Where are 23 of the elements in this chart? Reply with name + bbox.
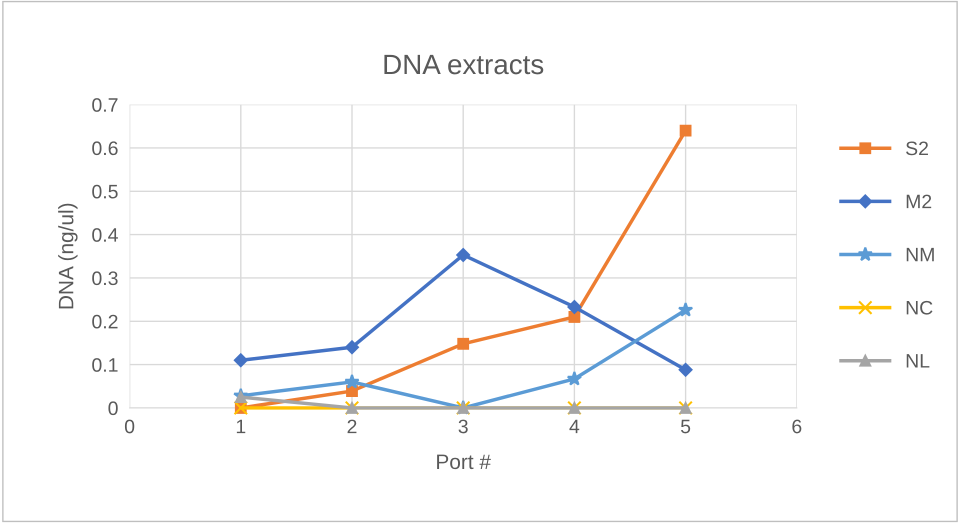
x-tick-label: 2 [348,420,356,434]
x-tick-label: 6 [792,420,802,434]
x-tick-label: 4 [569,420,580,434]
x-tick-label: 0 [124,420,134,434]
y-tick-label: 0.5 [92,184,118,199]
x-tick-label: 3 [458,420,468,434]
legend-label: NL [906,354,930,368]
y-axis-title: DNA (ng/ul) [58,204,78,308]
legend-label: S2 [906,141,928,156]
y-tick-label: 0.4 [92,228,118,242]
x-tick-label: 5 [680,420,690,434]
x-tick-label: 1 [236,420,246,434]
x-axis-title: Port # [437,454,491,470]
y-tick-label: 0.7 [92,98,118,112]
legend-label: M2 [906,194,932,208]
y-tick-label: 0.6 [92,141,118,156]
y-tick-label: 0.2 [92,314,118,329]
legend-label: NM [906,248,934,262]
chart-title: DNA extracts [384,54,544,74]
legend-label: NC [906,300,932,315]
y-tick-label: 0.1 [92,358,118,372]
y-tick-label: 0 [108,401,118,416]
y-tick-label: 0.3 [92,271,118,286]
